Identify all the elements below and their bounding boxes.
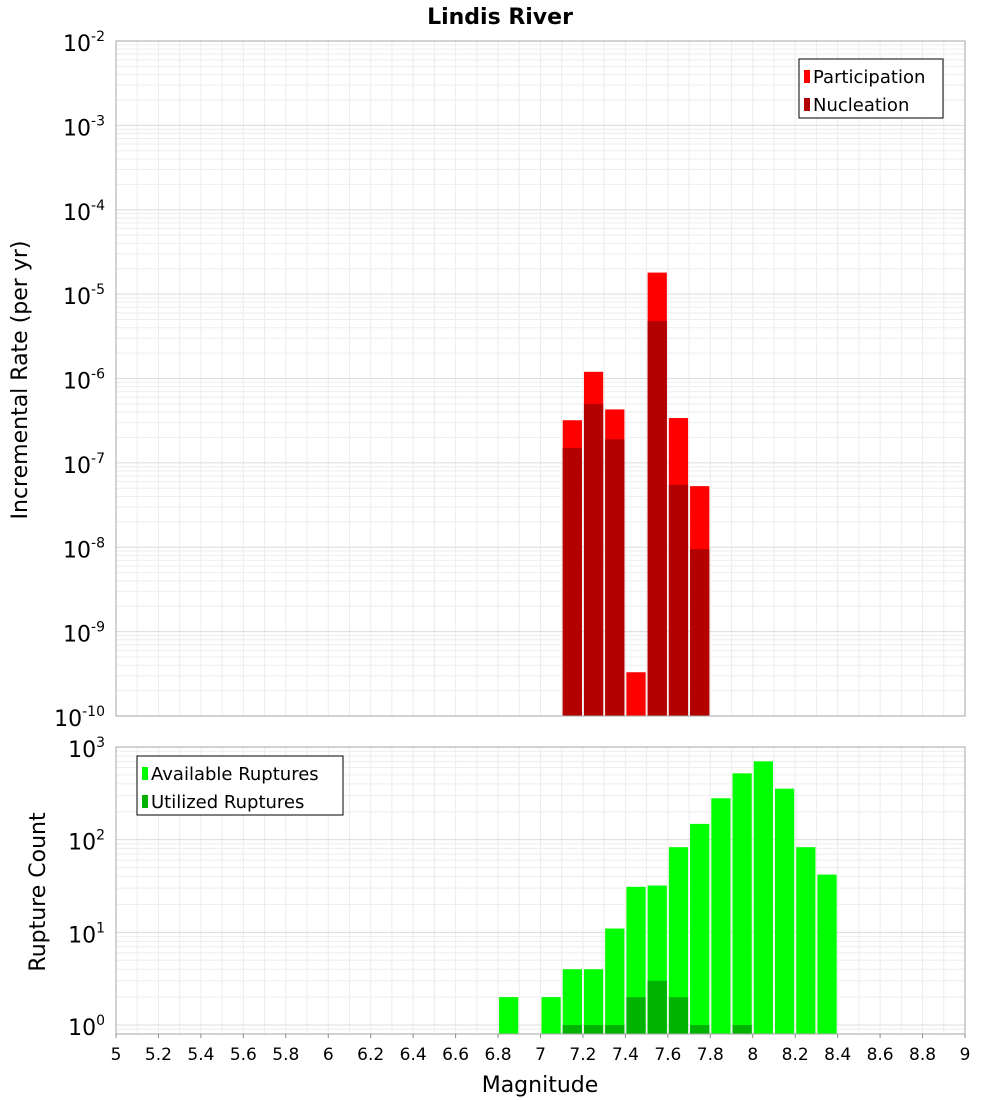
x-tick-label: 6.8 bbox=[485, 1045, 512, 1065]
legend-swatch bbox=[142, 767, 148, 780]
bar-available-ruptures bbox=[541, 997, 561, 1034]
bar-available-ruptures bbox=[796, 847, 816, 1034]
chart-title: Lindis River bbox=[427, 5, 573, 30]
bar-utilized-ruptures bbox=[690, 1025, 710, 1034]
legend-box bbox=[798, 58, 944, 119]
bar-available-ruptures bbox=[753, 761, 773, 1034]
y-tick-label: 10-9 bbox=[63, 620, 105, 648]
x-tick-label: 8.8 bbox=[909, 1045, 936, 1065]
bar-available-ruptures bbox=[732, 773, 752, 1034]
x-tick-label: 7.2 bbox=[569, 1045, 596, 1065]
x-tick-label: 6 bbox=[323, 1045, 334, 1065]
count-y-axis-label: Rupture Count bbox=[26, 812, 51, 972]
legend-entry: Participation bbox=[813, 67, 925, 88]
bar-available-ruptures bbox=[583, 969, 604, 1034]
x-tick-label: 5.6 bbox=[230, 1045, 257, 1065]
bar-available-ruptures bbox=[774, 788, 795, 1034]
bar-available-ruptures bbox=[817, 874, 837, 1034]
y-tick-label: 10-7 bbox=[63, 451, 105, 479]
bar-utilized-ruptures bbox=[562, 1025, 582, 1034]
legend: Available Ruptures Utilized Ruptures bbox=[136, 755, 344, 816]
x-tick-label: 7 bbox=[535, 1045, 546, 1065]
y-tick-label: 10-6 bbox=[63, 367, 105, 395]
x-tick-label: 8.6 bbox=[867, 1045, 894, 1065]
bar-available-ruptures bbox=[562, 969, 582, 1034]
x-tick-label: 8 bbox=[747, 1045, 758, 1065]
x-tick-label: 5 bbox=[111, 1045, 122, 1065]
x-tick-label: 8.2 bbox=[782, 1045, 809, 1065]
bar-utilized-ruptures bbox=[626, 997, 646, 1034]
legend-swatch bbox=[804, 70, 810, 83]
bar-nucleation bbox=[668, 484, 689, 716]
bar-utilized-ruptures bbox=[605, 1025, 625, 1034]
x-tick-labels: 5 5.2 5.4 5.6 5.8 6 6.2 6.4 6.6 6.8 7 7.2 7.4 7.6 7.8 8… bbox=[111, 1034, 971, 1065]
x-tick-label: 8.4 bbox=[824, 1045, 851, 1065]
x-tick-label: 7.6 bbox=[654, 1045, 681, 1065]
y-tick-label: 102 bbox=[68, 828, 105, 856]
x-tick-label: 6.6 bbox=[442, 1045, 469, 1065]
y-tick-label: 101 bbox=[68, 920, 105, 948]
bar-nucleation bbox=[690, 549, 710, 716]
legend-entry: Available Ruptures bbox=[151, 764, 319, 785]
bar-utilized-ruptures bbox=[647, 980, 667, 1034]
bar-nucleation bbox=[605, 439, 625, 716]
bar-available-ruptures bbox=[668, 847, 689, 1034]
series-utilized-ruptures bbox=[562, 980, 752, 1034]
y-tick-label: 10-4 bbox=[63, 198, 105, 226]
bar-nucleation bbox=[562, 448, 582, 716]
rate-y-axis-label: Incremental Rate (per yr) bbox=[8, 241, 33, 520]
bar-available-ruptures bbox=[690, 823, 710, 1034]
rate-panel: 10-10 10-9 10-8 10-7 10-6 10-5 10-4 10-3 10-2 Par… bbox=[54, 29, 966, 732]
y-tick-label: 10-8 bbox=[63, 535, 105, 563]
y-tick-label: 10-10 bbox=[54, 704, 105, 732]
grid bbox=[115, 40, 966, 717]
x-tick-label: 5.2 bbox=[145, 1045, 172, 1065]
y-tick-label: 10-3 bbox=[63, 113, 105, 141]
y-tick-labels: 100 101 102 103 bbox=[68, 735, 105, 1041]
y-tick-label: 10-5 bbox=[63, 282, 105, 310]
y-tick-label: 103 bbox=[68, 735, 105, 763]
x-tick-label: 7.8 bbox=[697, 1045, 724, 1065]
y-tick-labels: 10-10 10-9 10-8 10-7 10-6 10-5 10-4 10-3 10-2 bbox=[54, 29, 105, 732]
bar-available-ruptures bbox=[499, 997, 519, 1034]
plot-frame bbox=[115, 40, 966, 717]
legend-box bbox=[136, 755, 344, 816]
bar-utilized-ruptures bbox=[732, 1025, 752, 1034]
legend-entry: Utilized Ruptures bbox=[151, 792, 304, 813]
series-available-ruptures bbox=[499, 761, 837, 1034]
x-tick-label: 6.2 bbox=[357, 1045, 384, 1065]
x-tick-label: 7.4 bbox=[612, 1045, 639, 1065]
bar-nucleation bbox=[583, 403, 604, 716]
x-tick-label: 5.8 bbox=[272, 1045, 299, 1065]
bar-available-ruptures bbox=[605, 928, 625, 1034]
y-tick-label: 10-2 bbox=[63, 29, 105, 57]
bar-available-ruptures bbox=[711, 798, 731, 1034]
bar-participation bbox=[626, 672, 646, 716]
x-tick-label: 6.4 bbox=[400, 1045, 427, 1065]
bar-utilized-ruptures bbox=[583, 1025, 604, 1034]
y-tick-label: 100 bbox=[68, 1013, 105, 1041]
bar-utilized-ruptures bbox=[668, 997, 689, 1034]
legend: Participation Nucleation bbox=[798, 58, 944, 119]
x-tick-label: 9 bbox=[960, 1045, 971, 1065]
series-nucleation bbox=[562, 321, 710, 716]
legend-swatch bbox=[804, 98, 810, 111]
legend-swatch bbox=[142, 795, 148, 808]
x-axis-label: Magnitude bbox=[482, 1073, 599, 1098]
bar-nucleation bbox=[647, 321, 667, 716]
legend-entry: Nucleation bbox=[813, 95, 909, 116]
rupture-count-panel: 100 101 102 103 5 5.2 5.4 5.6 5.8 6 6.2 6.4 6.6 6.8 7 7… bbox=[68, 735, 970, 1065]
x-tick-label: 5.4 bbox=[187, 1045, 214, 1065]
